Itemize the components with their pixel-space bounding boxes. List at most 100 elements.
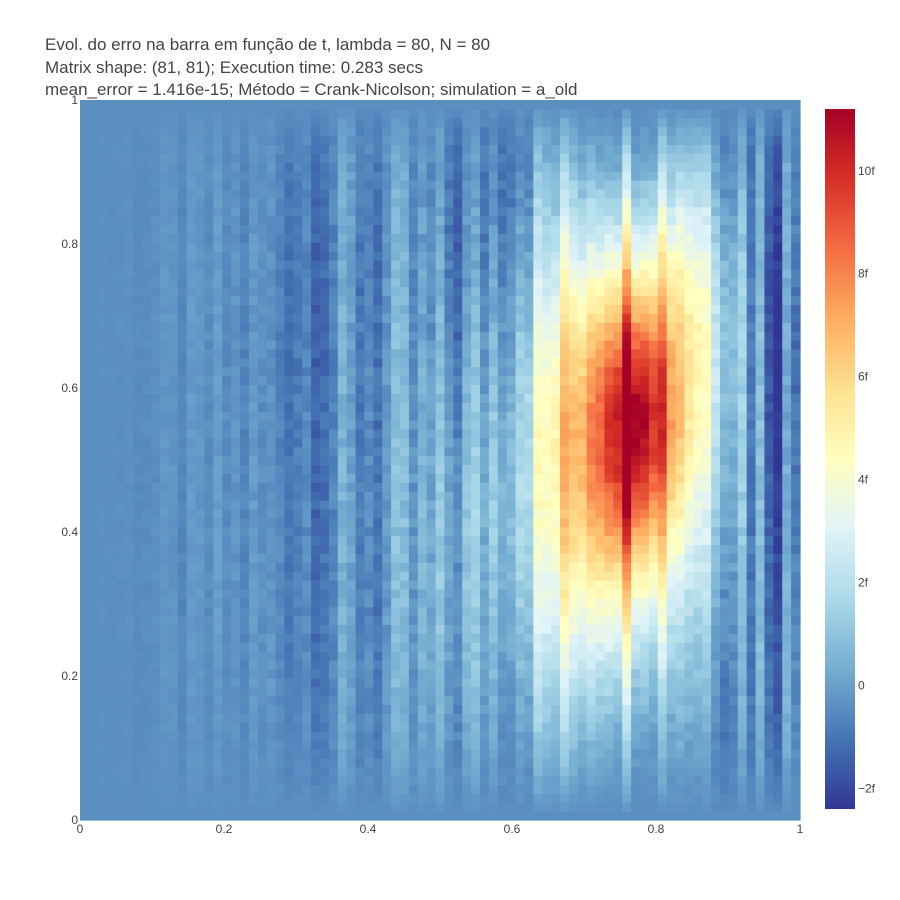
heatmap-cell bbox=[320, 322, 330, 332]
heatmap-cell bbox=[444, 775, 454, 786]
heatmap-cell bbox=[560, 642, 570, 652]
heatmap-cell bbox=[302, 695, 312, 706]
heatmap-cell bbox=[355, 757, 366, 768]
heatmap-cell bbox=[702, 357, 712, 368]
heatmap-cell bbox=[720, 455, 730, 466]
heatmap-cell bbox=[186, 295, 197, 306]
heatmap-cell bbox=[631, 508, 641, 519]
heatmap-cell bbox=[133, 535, 143, 546]
heatmap-cell bbox=[435, 402, 446, 412]
heatmap-cell bbox=[115, 571, 126, 581]
heatmap-cell bbox=[737, 517, 748, 528]
heatmap-cell bbox=[293, 331, 303, 341]
heatmap-cell bbox=[97, 517, 108, 528]
heatmap-cell bbox=[400, 588, 410, 599]
heatmap-cell bbox=[640, 802, 650, 812]
heatmap-cell bbox=[284, 340, 294, 350]
heatmap-cell bbox=[506, 375, 517, 386]
heatmap-cell bbox=[693, 411, 703, 421]
heatmap-cell bbox=[426, 535, 437, 546]
heatmap-cell bbox=[408, 668, 419, 679]
heatmap-cell bbox=[755, 668, 766, 679]
heatmap-cell bbox=[328, 464, 339, 474]
heatmap-cell bbox=[275, 535, 286, 546]
heatmap-cell bbox=[746, 508, 757, 519]
heatmap-cell bbox=[586, 731, 597, 741]
heatmap-cell bbox=[640, 393, 650, 403]
heatmap-cell bbox=[702, 740, 712, 750]
heatmap-cell bbox=[657, 295, 668, 306]
heatmap-cell bbox=[684, 597, 694, 608]
heatmap-cell bbox=[382, 766, 392, 777]
heatmap-cell bbox=[764, 811, 774, 821]
heatmap-cell bbox=[551, 366, 561, 377]
heatmap-cell bbox=[737, 651, 748, 661]
heatmap-cell bbox=[746, 286, 757, 297]
heatmap-cell bbox=[160, 811, 170, 821]
heatmap-cell bbox=[444, 535, 454, 546]
heatmap-cell bbox=[746, 784, 757, 794]
heatmap-cell bbox=[755, 393, 766, 403]
heatmap-cell bbox=[80, 597, 90, 608]
heatmap-cell bbox=[462, 597, 472, 608]
heatmap-cell bbox=[177, 437, 188, 448]
heatmap-cell bbox=[168, 322, 179, 332]
heatmap-cell bbox=[720, 562, 730, 572]
heatmap-cell bbox=[746, 624, 757, 634]
heatmap-cell bbox=[391, 313, 401, 323]
heatmap-cell bbox=[284, 491, 294, 501]
heatmap-cell bbox=[755, 704, 766, 714]
heatmap-cell bbox=[115, 268, 126, 279]
heatmap-cell bbox=[426, 686, 437, 697]
heatmap-cell bbox=[604, 597, 614, 608]
heatmap-cell bbox=[142, 766, 152, 777]
heatmap-cell bbox=[435, 446, 446, 457]
heatmap-cell bbox=[426, 811, 437, 821]
heatmap-cell bbox=[746, 526, 757, 537]
heatmap-cell bbox=[266, 633, 277, 643]
heatmap-cell bbox=[631, 811, 641, 821]
heatmap-cell bbox=[115, 775, 126, 786]
heatmap-cell bbox=[737, 677, 748, 688]
heatmap-cell bbox=[177, 544, 188, 554]
heatmap-cell bbox=[222, 651, 232, 661]
heatmap-cell bbox=[524, 348, 534, 359]
heatmap-cell bbox=[408, 588, 419, 599]
heatmap-cell bbox=[568, 597, 579, 608]
heatmap-cell bbox=[497, 455, 508, 466]
heatmap-cell bbox=[364, 544, 374, 554]
heatmap-cell bbox=[648, 366, 659, 377]
heatmap-cell bbox=[791, 464, 801, 474]
heatmap-cell bbox=[640, 748, 650, 759]
heatmap-cell bbox=[328, 420, 339, 430]
heatmap-cell bbox=[160, 624, 170, 634]
heatmap-cell bbox=[782, 304, 792, 314]
heatmap-cell bbox=[453, 491, 463, 501]
heatmap-cell bbox=[568, 482, 579, 492]
heatmap-cell bbox=[755, 500, 766, 510]
heatmap-cell bbox=[133, 340, 143, 350]
heatmap-cell bbox=[746, 686, 757, 697]
heatmap-cell bbox=[746, 704, 757, 714]
heatmap-cell bbox=[622, 624, 632, 634]
heatmap-cell bbox=[631, 624, 641, 634]
heatmap-cell bbox=[195, 375, 206, 386]
heatmap-cell bbox=[711, 411, 721, 421]
heatmap-cell bbox=[711, 375, 721, 386]
heatmap-cell bbox=[782, 295, 792, 306]
heatmap-cell bbox=[408, 766, 419, 777]
heatmap-cell bbox=[124, 784, 134, 794]
heatmap-cell bbox=[373, 348, 383, 359]
heatmap-cell bbox=[186, 277, 197, 288]
heatmap-cell bbox=[284, 802, 294, 812]
heatmap-cell bbox=[720, 411, 730, 421]
heatmap-cell bbox=[151, 286, 161, 297]
heatmap-cell bbox=[577, 802, 588, 812]
heatmap-cell bbox=[560, 357, 570, 368]
heatmap-cell bbox=[391, 268, 401, 279]
heatmap-cell bbox=[320, 437, 330, 448]
heatmap-cell bbox=[231, 731, 241, 741]
heatmap-cell bbox=[640, 508, 650, 519]
heatmap-cell bbox=[720, 811, 730, 821]
heatmap-cell bbox=[480, 268, 490, 279]
